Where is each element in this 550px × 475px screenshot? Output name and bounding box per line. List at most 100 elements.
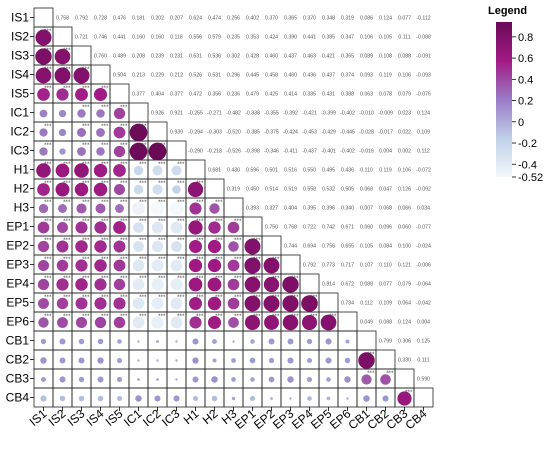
correlation-dot xyxy=(113,164,126,177)
correlation-dot xyxy=(189,202,202,215)
legend-tick-label: 0.8 xyxy=(518,32,533,44)
correlation-dot xyxy=(78,357,85,364)
legend-title: Legend xyxy=(488,5,527,17)
correlation-value: 0.022 xyxy=(398,130,411,136)
correlation-value: 0.505 xyxy=(341,187,354,193)
correlation-value: -0.526 xyxy=(226,149,241,155)
y-tick-label: CB2 xyxy=(6,353,30,367)
correlation-value: 0.495 xyxy=(322,168,335,174)
significance-stars: *** xyxy=(234,219,242,225)
significance-stars: *** xyxy=(139,200,147,206)
x-tick-label: IC3 xyxy=(159,406,183,429)
correlation-value: 0.516 xyxy=(284,168,297,174)
correlation-value: 0.160 xyxy=(132,35,145,41)
correlation-dot xyxy=(77,128,86,137)
correlation-value: 0.474 xyxy=(208,16,221,22)
correlation-value: 0.744 xyxy=(284,244,297,250)
correlation-value: -0.010 xyxy=(359,111,374,117)
significance-stars: *** xyxy=(120,314,128,320)
correlation-dot xyxy=(344,357,351,364)
correlation-dot xyxy=(211,376,218,383)
significance-stars: *** xyxy=(120,181,128,187)
correlation-value: 0.353 xyxy=(246,35,259,41)
significance-stars: *** xyxy=(291,295,299,301)
significance-stars: *** xyxy=(101,162,109,168)
significance-stars: *** xyxy=(44,48,52,54)
correlation-value: -0.091 xyxy=(416,54,431,60)
significance-stars: *** xyxy=(158,295,166,301)
correlation-value: 0.734 xyxy=(341,301,354,307)
correlation-value: 0.558 xyxy=(303,187,316,193)
significance-stars: *** xyxy=(63,181,71,187)
correlation-value: 0.760 xyxy=(94,54,107,60)
correlation-dot xyxy=(38,203,49,214)
correlation-dot xyxy=(39,128,48,137)
significance-stars: *** xyxy=(101,86,109,92)
correlation-dot xyxy=(132,259,145,272)
correlation-value: 0.746 xyxy=(94,35,107,41)
correlation-value: -0.064 xyxy=(416,282,431,288)
correlation-dot xyxy=(58,128,67,137)
significance-stars: *** xyxy=(196,200,204,206)
grid-cell xyxy=(337,311,358,332)
correlation-value: -0.399 xyxy=(321,111,336,117)
correlation-value: 0.077 xyxy=(379,282,392,288)
correlation-value: 0.504 xyxy=(113,73,126,79)
correlation-dot xyxy=(172,185,181,194)
significance-stars: *** xyxy=(82,143,90,149)
correlation-value: -0.072 xyxy=(416,168,431,174)
correlation-dot xyxy=(94,297,107,310)
correlation-dot xyxy=(301,295,318,312)
correlation-dot xyxy=(58,204,67,213)
correlation-dot xyxy=(361,374,372,385)
significance-stars: *** xyxy=(253,257,261,263)
correlation-dot xyxy=(326,396,331,401)
correlation-value: 0.047 xyxy=(379,187,392,193)
correlation-value: -0.421 xyxy=(302,111,317,117)
correlation-dot xyxy=(207,296,222,311)
correlation-dot xyxy=(227,297,240,310)
correlation-value: 0.377 xyxy=(132,92,145,98)
correlation-dot xyxy=(38,298,49,309)
correlation-value: -0.218 xyxy=(207,149,222,155)
y-tick-label: IS1 xyxy=(11,11,29,25)
correlation-dot xyxy=(113,145,126,158)
correlation-dot xyxy=(171,165,182,176)
correlation-value: 0.556 xyxy=(189,35,202,41)
significance-stars: *** xyxy=(44,295,52,301)
correlation-value: 0.256 xyxy=(227,16,240,22)
correlation-dot xyxy=(325,357,332,364)
correlation-dot xyxy=(38,317,49,328)
significance-stars: *** xyxy=(82,314,90,320)
correlation-dot xyxy=(113,278,126,291)
correlation-value: -0.355 xyxy=(264,111,279,117)
correlation-dot xyxy=(268,376,275,383)
significance-stars: *** xyxy=(139,143,147,149)
correlation-value: -0.290 xyxy=(188,149,203,155)
significance-stars: *** xyxy=(44,276,52,282)
correlation-dot xyxy=(74,163,89,178)
correlation-dot xyxy=(287,376,294,383)
significance-stars: *** xyxy=(291,314,299,320)
significance-stars: *** xyxy=(177,162,185,168)
x-axis-labels: IS1IS2IS3IS4IS5IC1IC2IC3H1H2H3EP1EP2EP3E… xyxy=(27,406,430,432)
correlation-dot xyxy=(59,395,66,402)
correlation-value: 0.306 xyxy=(398,339,411,345)
correlation-value: 0.302 xyxy=(227,54,240,60)
correlation-dot xyxy=(132,297,145,310)
significance-stars: *** xyxy=(101,181,109,187)
significance-stars: *** xyxy=(158,238,166,244)
correlation-dot xyxy=(227,221,240,234)
correlation-dot xyxy=(96,109,105,118)
correlation-value: -0.024 xyxy=(416,244,431,250)
correlation-value: 0.078 xyxy=(379,92,392,98)
correlation-value: 0.002 xyxy=(398,149,411,155)
correlation-value: -0.482 xyxy=(226,111,241,117)
significance-stars: *** xyxy=(177,276,185,282)
correlation-value: 0.111 xyxy=(417,358,429,364)
correlation-dot xyxy=(289,397,292,400)
grid-cell xyxy=(318,292,339,313)
correlation-value: 0.093 xyxy=(360,73,373,79)
significance-stars: *** xyxy=(177,200,185,206)
correlation-value: -0.042 xyxy=(416,301,431,307)
